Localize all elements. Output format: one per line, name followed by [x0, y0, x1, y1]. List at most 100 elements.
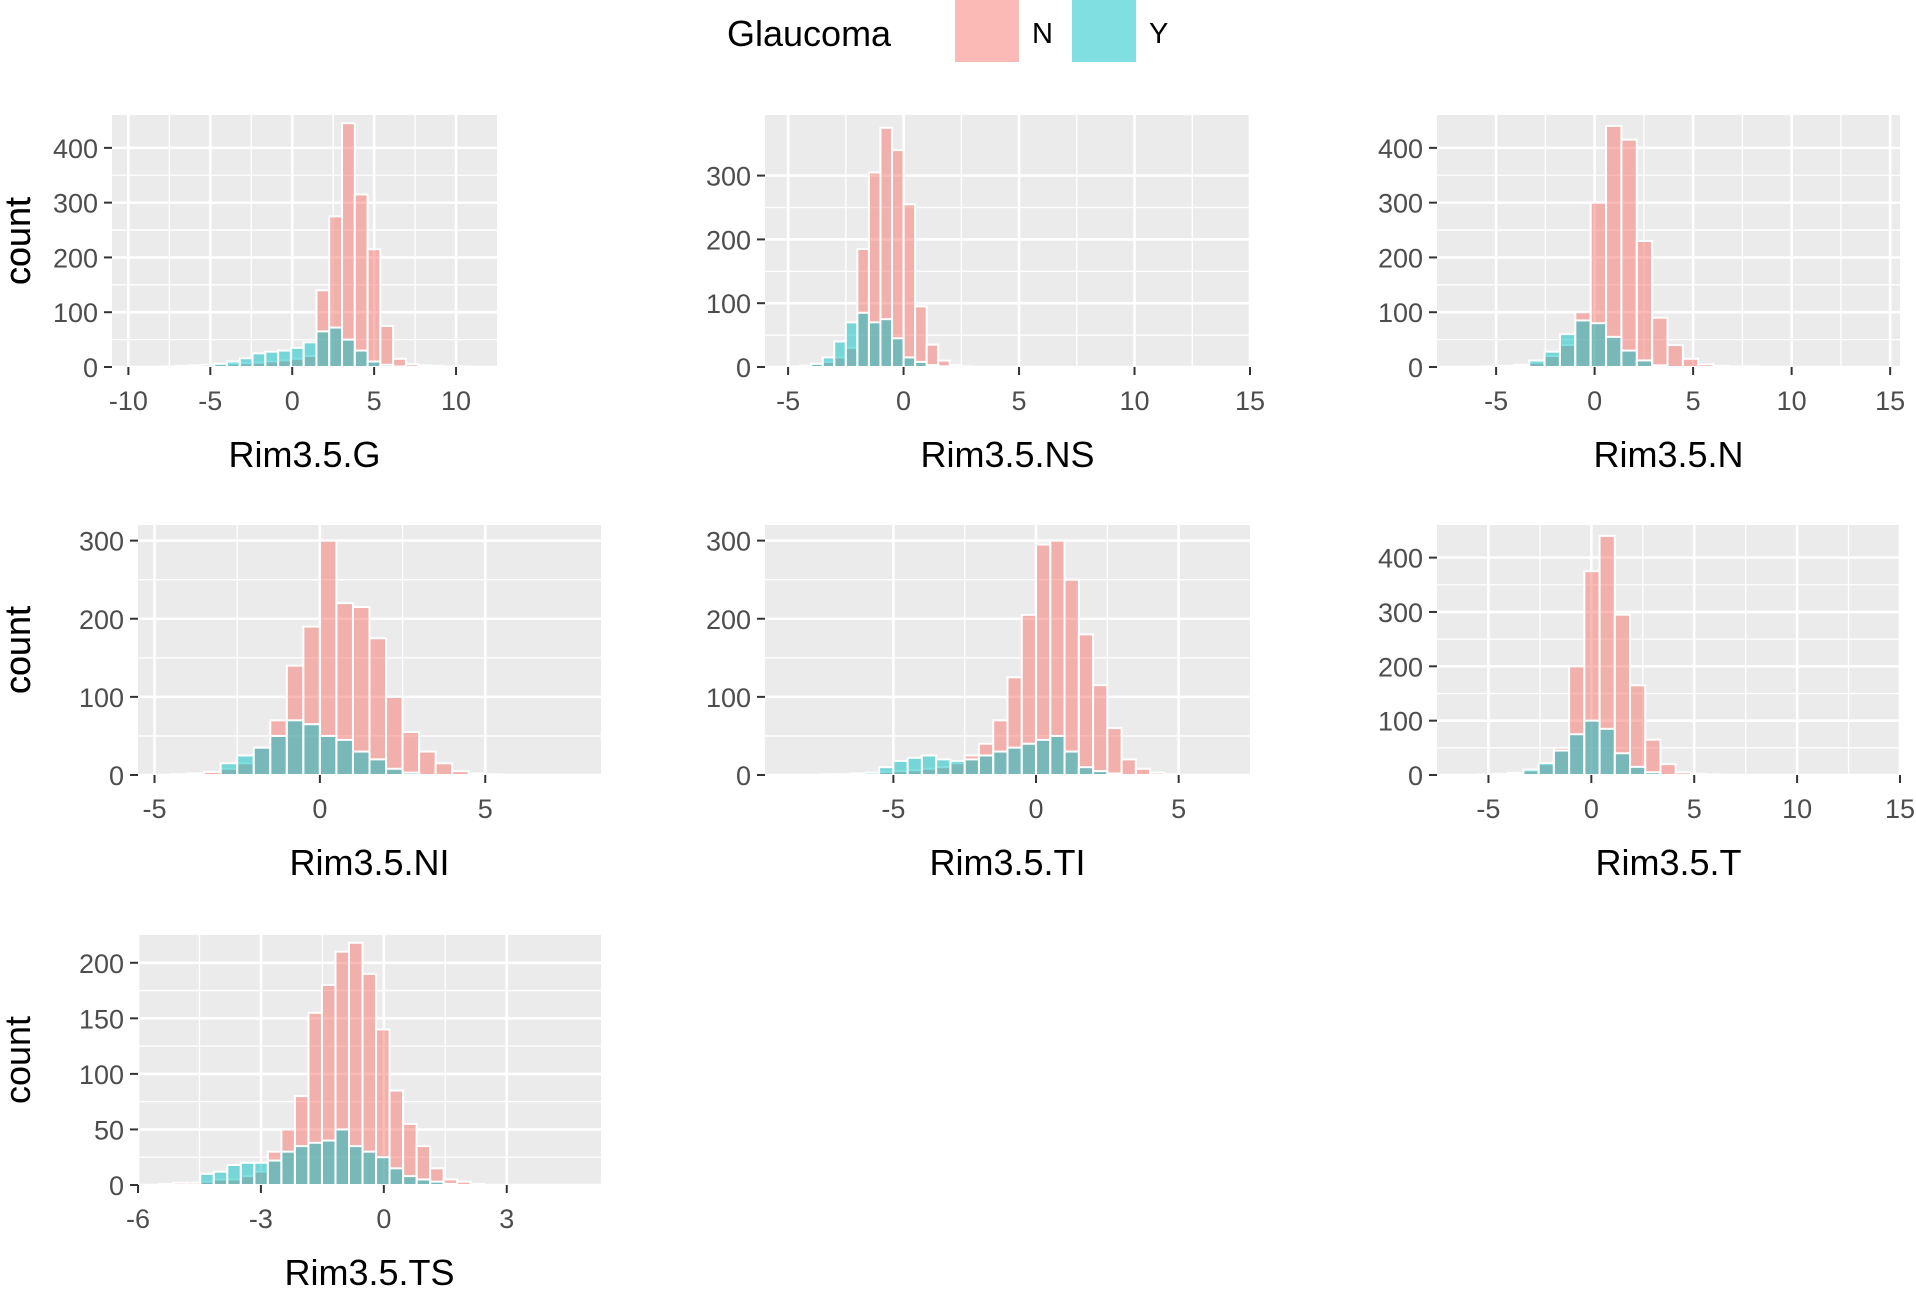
y-tick-label: 100 — [53, 298, 98, 328]
histogram-bar-y — [1035, 738, 1052, 776]
histogram-bar-y — [187, 364, 203, 369]
y-tick-label: 150 — [79, 1004, 124, 1034]
histogram-bar-y — [1537, 762, 1555, 776]
histogram-bar-n — [798, 364, 813, 369]
histogram-bar-y — [315, 330, 331, 368]
histogram-bar-y — [334, 1128, 351, 1187]
y-axis-title: count — [0, 606, 38, 694]
histogram-bar-n — [443, 365, 459, 369]
histogram-bar-n — [170, 773, 189, 776]
x-tick-label: 5 — [1687, 794, 1702, 824]
y-tick-label: 100 — [1378, 707, 1423, 737]
histogram-bar-y — [992, 750, 1009, 776]
y-tick-label: 200 — [79, 949, 124, 979]
histogram-bar-y — [226, 1164, 242, 1186]
histogram-bar-n — [1605, 124, 1623, 368]
histogram-bar-y — [1558, 333, 1577, 368]
histogram-bar-y — [1613, 752, 1632, 776]
y-tick-label: 50 — [94, 1115, 124, 1145]
x-tick-label: 0 — [896, 386, 911, 416]
y-tick-label: 0 — [736, 761, 751, 791]
x-tick-label: 5 — [367, 386, 382, 416]
histogram-bar-y — [307, 1141, 323, 1187]
histogram-bar-y — [1507, 772, 1525, 777]
histogram-bar-y — [1543, 350, 1561, 368]
x-tick-label: 10 — [1782, 794, 1812, 824]
histogram-bar-y — [1522, 768, 1540, 777]
histogram-bar-n — [185, 1181, 202, 1187]
histogram-bar-y — [269, 734, 288, 776]
histogram-bar-n — [914, 305, 928, 368]
y-axis-title: count — [0, 197, 38, 285]
histogram-bar-n — [172, 1181, 188, 1187]
y-tick-label: 0 — [1408, 761, 1423, 791]
panel-background — [765, 115, 1250, 367]
histogram-bar-y — [935, 758, 952, 776]
histogram-bar-n — [341, 122, 356, 368]
histogram-bar-y — [1528, 359, 1546, 368]
histogram-bar-n — [1149, 771, 1166, 776]
histogram-bar-y — [429, 1180, 445, 1186]
histogram-bar-y — [891, 337, 905, 368]
histogram-bar-y — [415, 1178, 432, 1187]
panel-5: -5 0 5 10 15 0 100 200 300 400 Rim3.5.T count — [0, 525, 1915, 883]
x-tick-label: 5 — [1171, 794, 1186, 824]
histogram-bar-n — [948, 364, 963, 369]
histogram-bar-y — [280, 1150, 296, 1186]
x-tick-label: -5 — [198, 386, 222, 416]
histogram-bar-n — [484, 773, 503, 776]
histogram-bar-y — [285, 719, 305, 776]
histogram-bar-n — [1629, 684, 1647, 777]
histogram-bar-n — [1644, 738, 1662, 776]
x-axis-title: Rim3.5.N — [1593, 434, 1743, 475]
legend-label-n: N — [1032, 18, 1053, 50]
histogram-bar-n — [1727, 365, 1746, 369]
histogram-bar-n — [401, 731, 421, 776]
histogram-bar-n — [1705, 773, 1723, 777]
x-tick-label: -5 — [881, 794, 905, 824]
histogram-bar-y — [361, 1150, 378, 1186]
histogram-bar-y — [236, 754, 255, 776]
histogram-bar-y — [963, 758, 980, 776]
histogram-bar-y — [892, 759, 909, 776]
x-axis-title: Rim3.5.T — [1595, 842, 1741, 883]
x-axis-title: Rim3.5.TS — [284, 1252, 454, 1293]
histogram-bar-n — [418, 750, 437, 776]
histogram-bar-y — [348, 1145, 364, 1186]
histogram-bar-y — [293, 1145, 310, 1186]
histogram-bar-n — [960, 365, 974, 369]
histogram-bar-y — [920, 754, 938, 776]
histogram-bar-y — [385, 767, 404, 776]
histogram-bar-y — [937, 365, 951, 369]
histogram-bar-n — [162, 365, 177, 369]
histogram-bar-y — [1092, 770, 1109, 776]
histogram-bar-y — [375, 1156, 391, 1186]
histogram-bar-y — [1063, 750, 1080, 776]
histogram-bar-y — [264, 350, 280, 368]
histogram-bar-y — [844, 321, 859, 368]
legend-title: Glaucoma — [727, 13, 892, 54]
y-tick-label: 400 — [53, 134, 98, 164]
histogram-bar-y — [442, 1182, 459, 1187]
histogram-bar-n — [351, 606, 371, 776]
x-tick-label: 15 — [1235, 386, 1265, 416]
histogram-bar-y — [1598, 727, 1616, 776]
x-axis-title: Rim3.5.NS — [920, 434, 1094, 475]
x-tick-label: -3 — [249, 1204, 273, 1234]
histogram-bar-y — [392, 365, 407, 369]
x-tick-label: 5 — [1686, 386, 1701, 416]
y-axis-title: count — [0, 197, 38, 285]
histogram-bar-y — [810, 362, 824, 368]
x-tick-label: 0 — [1584, 794, 1599, 824]
histogram-bar-y — [1552, 749, 1571, 776]
y-tick-label: 200 — [706, 225, 751, 255]
histogram-bar-y — [199, 1172, 215, 1187]
y-tick-label: 200 — [1378, 243, 1423, 273]
x-tick-label: 15 — [1885, 794, 1915, 824]
x-tick-label: -10 — [109, 386, 148, 416]
histogram-bar-y — [379, 363, 395, 368]
x-tick-label: -5 — [1484, 386, 1508, 416]
